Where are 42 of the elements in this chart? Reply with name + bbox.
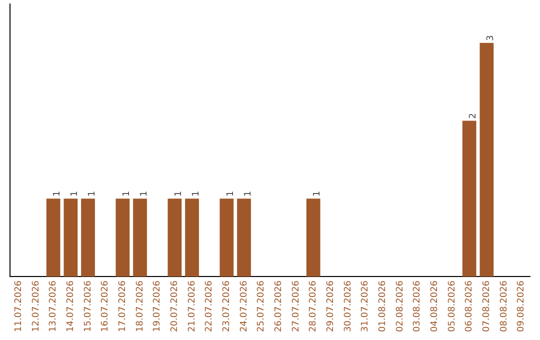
data-label: 1 <box>139 190 150 197</box>
x-tick-label: 24.07.2026 <box>239 280 250 332</box>
data-label: 1 <box>191 190 202 197</box>
x-tick-label: 12.07.2026 <box>31 280 42 332</box>
x-tick-label: 17.07.2026 <box>118 280 128 332</box>
x-tick-label: 09.08.2026 <box>516 280 527 332</box>
data-label: 1 <box>122 190 132 197</box>
data-label: 1 <box>226 190 236 197</box>
x-tick-label: 06.08.2026 <box>464 280 475 332</box>
x-tick-label: 13.07.2026 <box>48 280 59 332</box>
x-tick-label: 02.08.2026 <box>395 280 406 332</box>
x-tick-label: 21.07.2026 <box>187 280 198 332</box>
x-tick-label: 07.08.2026 <box>482 280 492 332</box>
x-tick-label: 15.07.2026 <box>83 280 94 332</box>
data-label: 1 <box>312 190 323 197</box>
x-tick-label: 05.08.2026 <box>447 280 458 332</box>
data-label: 1 <box>174 190 184 197</box>
data-label: 2 <box>468 113 479 119</box>
x-tick-label: 08.08.2026 <box>499 280 510 332</box>
x-tick-label: 25.07.2026 <box>256 280 267 332</box>
x-tick-label: 18.07.2026 <box>135 280 146 332</box>
x-tick-label: 30.07.2026 <box>343 280 354 332</box>
x-tick-label: 26.07.2026 <box>274 280 284 332</box>
x-tick-label: 19.07.2026 <box>152 280 163 332</box>
x-tick-label: 20.07.2026 <box>170 280 180 332</box>
x-tick-label: 04.08.2026 <box>430 280 440 332</box>
x-tick-label: 23.07.2026 <box>222 280 232 332</box>
data-label: 1 <box>243 190 254 197</box>
x-tick-label: 03.08.2026 <box>412 280 423 332</box>
x-tick-label: 31.07.2026 <box>360 280 371 332</box>
data-label: 1 <box>52 190 63 197</box>
x-tick-label: 28.07.2026 <box>308 280 319 332</box>
x-tick-label: 29.07.2026 <box>326 280 336 332</box>
data-label: 3 <box>486 35 496 41</box>
data-label: 1 <box>70 190 80 197</box>
x-tick-label: 11.07.2026 <box>14 280 24 332</box>
x-tick-label: 27.07.2026 <box>291 280 302 332</box>
x-tick-label: 01.08.2026 <box>378 280 388 332</box>
data-label: 1 <box>87 190 98 197</box>
x-tick-label: 14.07.2026 <box>66 280 76 332</box>
x-tick-label: 22.07.2026 <box>204 280 215 332</box>
x-tick-label: 16.07.2026 <box>100 280 111 332</box>
